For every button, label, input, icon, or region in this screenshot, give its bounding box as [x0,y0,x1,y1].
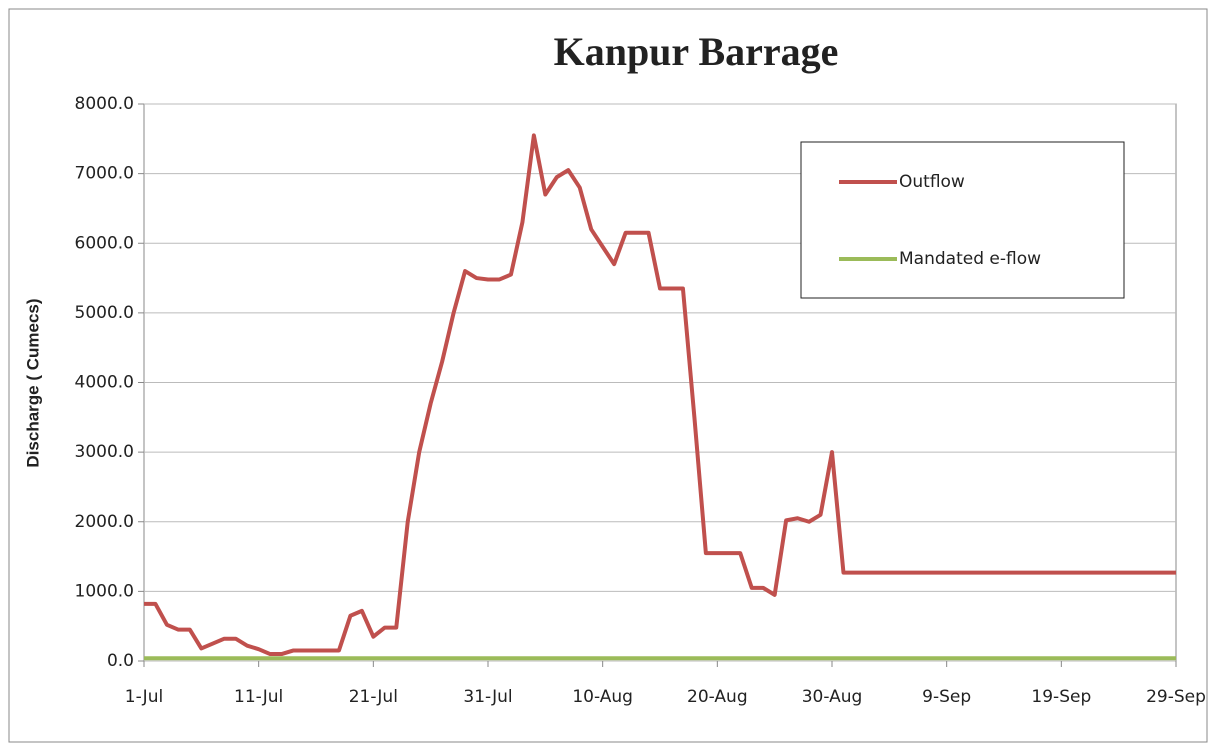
y-tick-label: 1000.0 [75,581,134,601]
x-tick-label: 19-Sep [1031,687,1091,707]
chart-border [8,8,1208,743]
x-tick-label: 31-Jul [463,687,512,707]
y-tick-label: 7000.0 [75,164,134,184]
y-tick-label: 2000.0 [75,512,134,532]
y-tick-label: 8000.0 [75,94,134,114]
x-tick-label: 29-Sep [1146,687,1206,707]
x-tick-label: 11-Jul [234,687,283,707]
legend-label: Mandated e-flow [899,249,1041,269]
y-tick-label: 4000.0 [75,373,134,393]
series-line [144,133,1176,657]
x-tick-label: 9-Sep [922,687,971,707]
legend-box [800,141,1125,299]
y-tick-label: 3000.0 [75,442,134,462]
x-tick-label: 20-Aug [687,687,748,707]
y-axis-label: Discharge ( Cumecs) [23,298,42,467]
x-tick-label: 10-Aug [572,687,633,707]
x-tick-label: 1-Jul [125,687,163,707]
y-tick-label: 6000.0 [75,233,134,253]
y-tick-label: 5000.0 [75,303,134,323]
x-tick-label: 21-Jul [349,687,398,707]
chart-title: Kanpur Barrage [554,29,839,74]
legend-label: Outflow [899,172,965,192]
x-tick-label: 30-Aug [802,687,863,707]
y-tick-label: 0.0 [107,651,134,671]
